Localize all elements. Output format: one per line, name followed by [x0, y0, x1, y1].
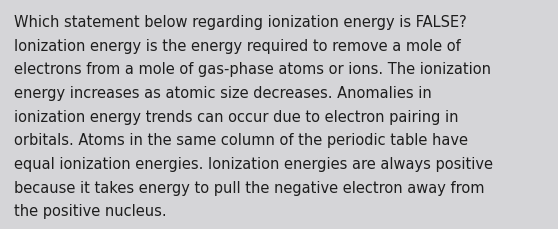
Text: orbitals. Atoms in the same column of the periodic table have: orbitals. Atoms in the same column of th… — [14, 133, 468, 148]
Text: Which statement below regarding ionization energy is FALSE?: Which statement below regarding ionizati… — [14, 15, 466, 30]
Text: energy increases as atomic size decreases. Anomalies in: energy increases as atomic size decrease… — [14, 86, 432, 101]
Text: Ionization energy is the energy required to remove a mole of: Ionization energy is the energy required… — [14, 38, 461, 53]
Text: the positive nucleus.: the positive nucleus. — [14, 204, 167, 218]
Text: electrons from a mole of gas-phase atoms or ions. The ionization: electrons from a mole of gas-phase atoms… — [14, 62, 491, 77]
Text: because it takes energy to pull the negative electron away from: because it takes energy to pull the nega… — [14, 180, 484, 195]
Text: equal ionization energies. Ionization energies are always positive: equal ionization energies. Ionization en… — [14, 156, 493, 171]
Text: ionization energy trends can occur due to electron pairing in: ionization energy trends can occur due t… — [14, 109, 459, 124]
